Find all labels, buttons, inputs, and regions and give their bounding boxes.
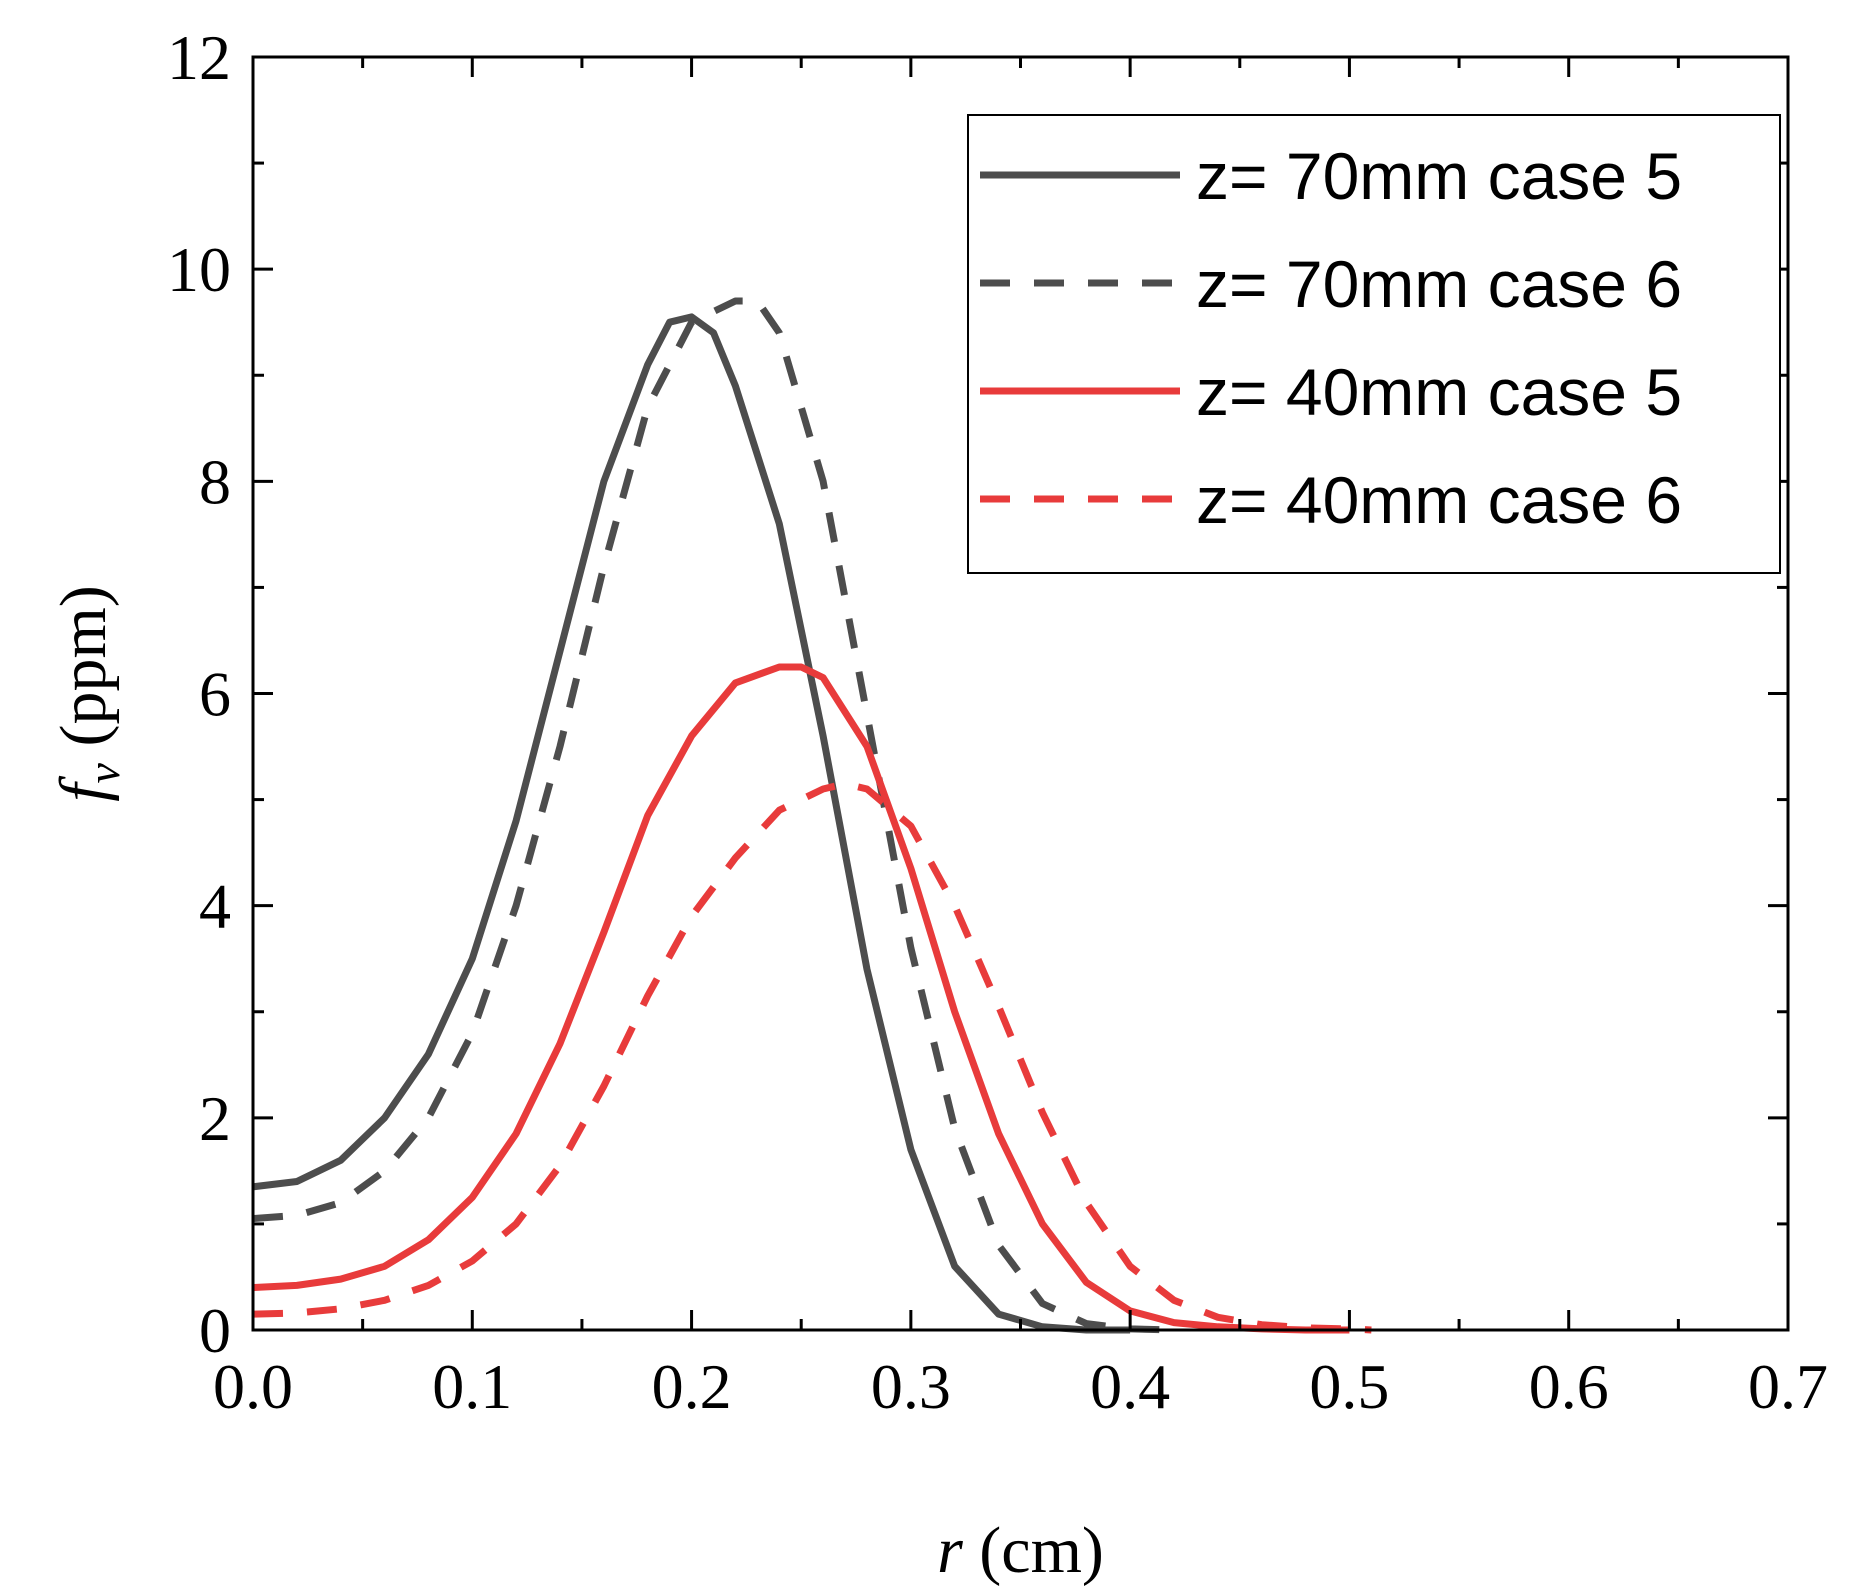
legend-items: z= 70mm case 5 z= 70mm case 6 z= 40mm case… [980,139,1682,537]
x-tick-label: 0.0 [213,1351,293,1422]
x-axis-unit: (cm) [963,1514,1104,1587]
y-tick-label: 8 [199,446,231,517]
legend-label-3: z= 40mm case 5 [1196,355,1682,429]
x-tick-label: 0.2 [652,1351,732,1422]
legend-label-4: z= 40mm case 6 [1196,463,1682,537]
y-tick-label: 6 [199,659,231,730]
series-line-3 [252,663,1350,1334]
y-tick-label: 4 [199,871,231,942]
series-line-4 [252,780,1372,1334]
ticks-layer: 0.0 0.1 0.2 0.3 0.4 0.5 0.6 0.7 0 2 4 6 8 10 12 [167,22,1828,1422]
legend-label-1: z= 70mm case 5 [1196,139,1682,213]
plot-frame [251,55,1790,1332]
y-axis-label: fv (ppm) [47,585,129,802]
y-tick-label: 2 [199,1083,231,1154]
x-tick-label: 0.6 [1529,1351,1609,1422]
y-axis-unit: (ppm) [47,585,120,763]
series-line-1 [252,313,1131,1334]
series-line-2 [252,297,1175,1334]
x-axis-variable: r [937,1514,963,1587]
x-tick-label: 0.3 [871,1351,951,1422]
y-tick-label: 12 [167,22,231,93]
y-axis-subscript: v [78,762,129,783]
legend: z= 70mm case 5 z= 70mm case 6 z= 40mm case… [967,114,1781,574]
x-tick-label: 0.1 [432,1351,512,1422]
x-tick-label: 0.4 [1090,1351,1170,1422]
x-tick-label: 0.7 [1748,1351,1828,1422]
y-tick-label: 10 [167,234,231,305]
x-axis-label: r (cm) [937,1514,1104,1587]
x-tick-label: 0.5 [1309,1351,1389,1422]
legend-label-2: z= 70mm case 6 [1196,247,1682,321]
y-tick-label: 0 [199,1295,231,1366]
series-layer [252,297,1372,1334]
